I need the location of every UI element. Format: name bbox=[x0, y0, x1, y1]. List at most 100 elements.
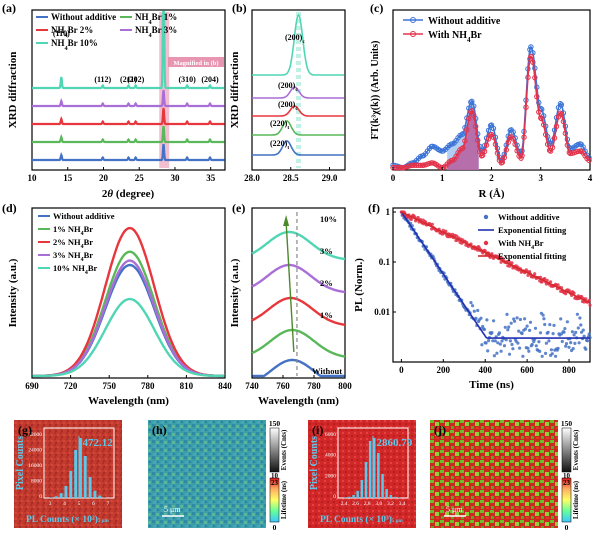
data-point bbox=[417, 162, 424, 168]
colorbar-bottom: 0 bbox=[273, 523, 277, 532]
data-point bbox=[569, 341, 573, 345]
data-point bbox=[468, 109, 474, 115]
x-axis-label: Wavelength (nm) bbox=[88, 395, 169, 407]
panel-i: 2860.79 6000 4000 2000 0 2.4 2.6 2.8 3.0 3.2 3.4 Pi… bbox=[308, 420, 416, 528]
x-axis-label: R (Å) bbox=[479, 188, 505, 200]
histogram-bar bbox=[364, 462, 368, 498]
data-point bbox=[558, 102, 565, 108]
data-point bbox=[469, 108, 475, 114]
histogram-bar bbox=[393, 496, 397, 498]
fit-line-1 bbox=[401, 211, 591, 304]
series-line-0 bbox=[393, 45, 591, 169]
data-point bbox=[560, 118, 567, 125]
colorbar-lifetime bbox=[561, 477, 572, 523]
series-line-4 bbox=[32, 10, 225, 90]
curve-label: 1% bbox=[320, 310, 333, 320]
trend-arrow bbox=[285, 221, 295, 353]
panel-label: (b) bbox=[232, 1, 247, 15]
data-point bbox=[497, 331, 502, 335]
data-point bbox=[507, 127, 513, 134]
legend-label: Without additive bbox=[51, 12, 116, 22]
plot-frame bbox=[251, 9, 346, 171]
peak-label: (112) bbox=[94, 75, 111, 84]
histogram-bar bbox=[103, 497, 107, 498]
data-point bbox=[570, 330, 575, 334]
data-point bbox=[509, 321, 513, 325]
data-point bbox=[536, 109, 542, 115]
x-tick-label: 30 bbox=[170, 173, 180, 183]
data-point bbox=[460, 130, 466, 137]
data-point bbox=[516, 341, 520, 345]
x-tick-label: 750 bbox=[102, 381, 116, 391]
data-point bbox=[416, 215, 420, 220]
panel-e: 10% 3% 2% 1% Without 740 760 780 800 Wavelength (… bbox=[229, 201, 352, 407]
data-point bbox=[469, 301, 473, 305]
data-point bbox=[517, 329, 521, 333]
data-point bbox=[528, 320, 533, 324]
data-point bbox=[584, 297, 588, 301]
data-point bbox=[540, 354, 544, 358]
data-point bbox=[510, 136, 516, 142]
data-point bbox=[506, 328, 510, 332]
data-point bbox=[559, 317, 563, 321]
data-point bbox=[526, 273, 530, 277]
legend-label: 3% NH4Br bbox=[53, 250, 93, 263]
data-point bbox=[578, 316, 582, 320]
data-point bbox=[551, 135, 558, 141]
data-point bbox=[575, 312, 580, 316]
hist-x-tick: 2.6 bbox=[352, 501, 359, 507]
data-point bbox=[577, 341, 581, 345]
y-tick-label: 1 bbox=[386, 207, 391, 217]
data-point bbox=[558, 111, 565, 117]
data-point bbox=[546, 147, 553, 153]
data-point bbox=[525, 74, 531, 81]
x-tick-label: 10 bbox=[28, 173, 38, 183]
data-point bbox=[544, 141, 551, 147]
legend-marker bbox=[410, 31, 416, 37]
data-point bbox=[533, 326, 538, 330]
hist-y-tick: 8000 bbox=[31, 479, 42, 485]
x-tick-label: 400 bbox=[478, 365, 492, 375]
map-image bbox=[14, 420, 122, 528]
data-point bbox=[481, 148, 488, 155]
plot-frame bbox=[392, 207, 591, 363]
panel-f: 0 200 400 600 800 1 0.1 0.01 Time (ns) PL (Norm.)… bbox=[353, 201, 592, 391]
panel-label: (h) bbox=[152, 423, 167, 437]
hist-x-tick: 2.8 bbox=[364, 501, 371, 507]
data-point bbox=[483, 142, 490, 148]
data-point bbox=[444, 229, 448, 233]
series-line-3 bbox=[251, 263, 346, 294]
x-tick-label: 4 bbox=[588, 173, 593, 183]
data-point bbox=[556, 283, 560, 287]
x-tick-label: 3 bbox=[539, 173, 544, 183]
data-point bbox=[430, 222, 434, 226]
hist-x-label: PL Counts (× 10³)5 μm bbox=[320, 514, 403, 525]
x-tick-label: 600 bbox=[520, 365, 534, 375]
scale-bar-label: 5 μm bbox=[164, 505, 181, 514]
peak-label: (211) bbox=[120, 75, 137, 84]
histogram-bar bbox=[389, 495, 393, 498]
data-point bbox=[476, 148, 483, 155]
histogram-bar bbox=[373, 438, 376, 498]
series-line-2 bbox=[252, 105, 345, 117]
peak-label: (110) bbox=[53, 29, 70, 38]
data-point bbox=[538, 331, 543, 335]
data-point bbox=[534, 93, 540, 100]
data-point bbox=[482, 327, 486, 332]
y-axis-label: XRD diffraction bbox=[7, 52, 19, 129]
scale-bar-label: 5 μm bbox=[446, 505, 463, 514]
data-point bbox=[550, 352, 554, 356]
series-line-1 bbox=[32, 125, 225, 144]
legend-label: 10% NH4Br bbox=[53, 263, 98, 276]
x-tick-label: 840 bbox=[218, 381, 232, 391]
hist-x-tick: 3.2 bbox=[387, 501, 394, 507]
data-point bbox=[536, 99, 542, 106]
data-point bbox=[542, 317, 546, 321]
legend-label: With NH4Br bbox=[428, 30, 482, 44]
data-point bbox=[500, 339, 504, 343]
data-point bbox=[490, 125, 497, 132]
histogram-bar bbox=[93, 490, 97, 498]
histogram-bar bbox=[348, 496, 351, 498]
data-point bbox=[507, 352, 512, 356]
colorbar-mid-top: 10 bbox=[563, 472, 571, 480]
